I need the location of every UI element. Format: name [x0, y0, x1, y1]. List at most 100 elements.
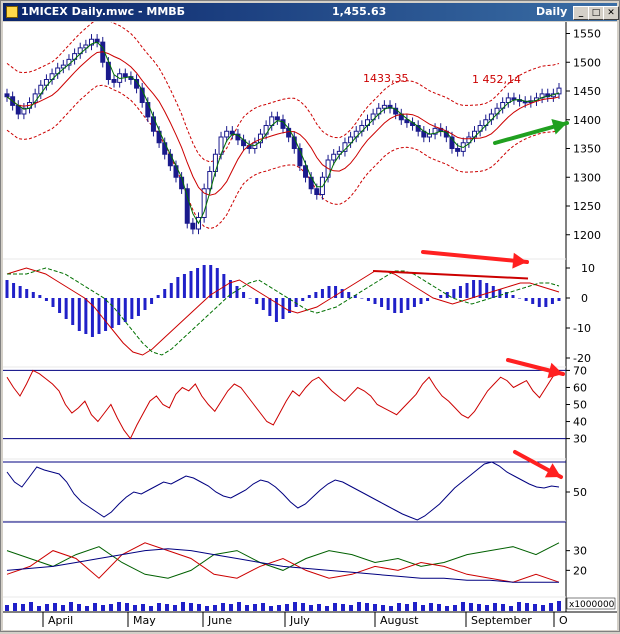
macd-histogram-bar — [452, 289, 456, 298]
volume-bar — [485, 605, 489, 611]
price-tick-label: 1200 — [573, 229, 601, 242]
stoch-tick-label: 50 — [573, 486, 587, 499]
candle-body — [455, 148, 461, 152]
maximize-button[interactable]: □ — [588, 6, 604, 20]
volume-bar — [205, 606, 209, 611]
macd-histogram-bar — [504, 292, 508, 298]
volume-scale-box — [566, 597, 616, 610]
volume-bar — [149, 606, 153, 611]
candle-body — [167, 153, 173, 167]
macd-signal-line — [7, 267, 560, 356]
volume-bar — [341, 604, 345, 611]
macd-histogram-bar — [327, 286, 331, 298]
candle-body — [556, 87, 562, 95]
volume-bar — [157, 603, 161, 611]
rsi-tick-label: 70 — [573, 364, 587, 377]
macd-histogram-bar — [242, 292, 246, 298]
candle-body — [224, 130, 230, 138]
macd-tick-label: 10 — [581, 262, 595, 275]
candle-body — [88, 38, 94, 46]
macd-histogram-bar — [419, 298, 423, 304]
macd-histogram-bar — [472, 280, 476, 298]
macd-histogram-bar — [209, 265, 213, 298]
volume-bar — [181, 602, 185, 611]
macd-histogram-bar — [458, 286, 462, 298]
macd-histogram-bar — [412, 298, 416, 307]
macd-histogram-bar — [12, 283, 16, 298]
macd-histogram-bar — [314, 292, 318, 298]
minimize-button[interactable]: _ — [573, 6, 589, 20]
close-button[interactable]: ✕ — [603, 6, 619, 20]
period-label: Daily — [536, 5, 568, 18]
macd-histogram-bar — [18, 286, 22, 298]
x-axis-label: April — [48, 614, 73, 627]
macd-histogram-bar — [25, 289, 29, 298]
macd-histogram-bar — [340, 289, 344, 298]
volume-bar — [333, 603, 337, 611]
volume-bar — [477, 604, 481, 611]
volume-bar — [13, 603, 17, 611]
volume-bar — [269, 606, 273, 611]
x-axis-label: May — [133, 614, 156, 627]
volume-bar — [373, 604, 377, 611]
volume-bar — [125, 603, 129, 611]
macd-histogram-bar — [334, 286, 338, 298]
volume-bar — [437, 604, 441, 611]
rsi-divergence-arrow-head — [547, 362, 563, 379]
macd-histogram-bar — [531, 298, 535, 304]
candle-body — [286, 127, 292, 138]
stoch-divergence-arrow-head — [544, 463, 561, 478]
macd-tick-label: -10 — [573, 322, 591, 335]
macd-histogram-bar — [5, 280, 9, 298]
macd-line — [6, 267, 560, 356]
rsi-tick-label: 30 — [573, 433, 587, 446]
macd-histogram-bar — [491, 286, 495, 298]
volume-bar — [413, 602, 417, 611]
volume-bar — [301, 603, 305, 611]
candle-body — [274, 116, 280, 121]
macd-histogram-bar — [44, 298, 48, 301]
rsi-line — [6, 369, 560, 440]
macd-histogram-bar — [31, 292, 35, 298]
price-tick-label: 1350 — [573, 143, 601, 156]
price-tick-label: 1300 — [573, 171, 601, 184]
peak-annotation-1: 1433,35 — [363, 72, 409, 85]
candle-body — [111, 79, 117, 83]
macd-histogram-bar — [123, 298, 127, 322]
chart-app-icon[interactable] — [6, 6, 18, 18]
macd-histogram-bar — [38, 295, 42, 298]
volume-bar — [493, 603, 497, 611]
volume-bar — [501, 604, 505, 611]
chart-area[interactable]: 1550 1500 1450 1400 1350 1300 1250 1200 1433,35 1… — [3, 17, 617, 630]
macd-histogram-bar — [544, 298, 548, 307]
volume-bar — [517, 602, 521, 611]
candle-body — [348, 136, 354, 144]
macd-histogram-bar — [281, 298, 285, 319]
macd-divergence-arrow-shaft — [421, 250, 529, 264]
macd-histogram-bar — [84, 298, 88, 334]
macd-histogram-bar — [294, 298, 298, 307]
volume-bar — [101, 605, 105, 611]
macd-histogram-bar — [550, 298, 554, 304]
macd-histogram-bar — [97, 298, 101, 334]
volume-bar — [45, 604, 49, 611]
volume-bar — [309, 605, 313, 611]
price-tick-label: 1450 — [573, 85, 601, 98]
chart-canvas[interactable]: 1550 1500 1450 1400 1350 1300 1250 1200 1433,35 1… — [3, 17, 617, 630]
macd-histogram-bar — [202, 265, 206, 298]
upper-band-line — [6, 17, 560, 163]
adx-line — [6, 548, 559, 583]
macd-histogram-bar — [386, 298, 390, 310]
volume-bar — [221, 603, 225, 611]
x-axis-label: July — [289, 614, 310, 627]
candle-body — [21, 107, 27, 115]
macd-histogram-bar — [439, 295, 443, 298]
candle-body — [173, 165, 179, 178]
title-bar[interactable]: 1MICEX Daily.mwc - ММВБ 1,455.63 Daily _… — [3, 3, 619, 21]
rsi-tick-label: 40 — [573, 416, 587, 429]
macd-histogram-bar — [136, 298, 140, 316]
macd-histogram-bar — [307, 295, 311, 298]
macd-histogram-bar — [274, 298, 278, 322]
peak-annotation-2: 1 452,14 — [472, 73, 521, 86]
